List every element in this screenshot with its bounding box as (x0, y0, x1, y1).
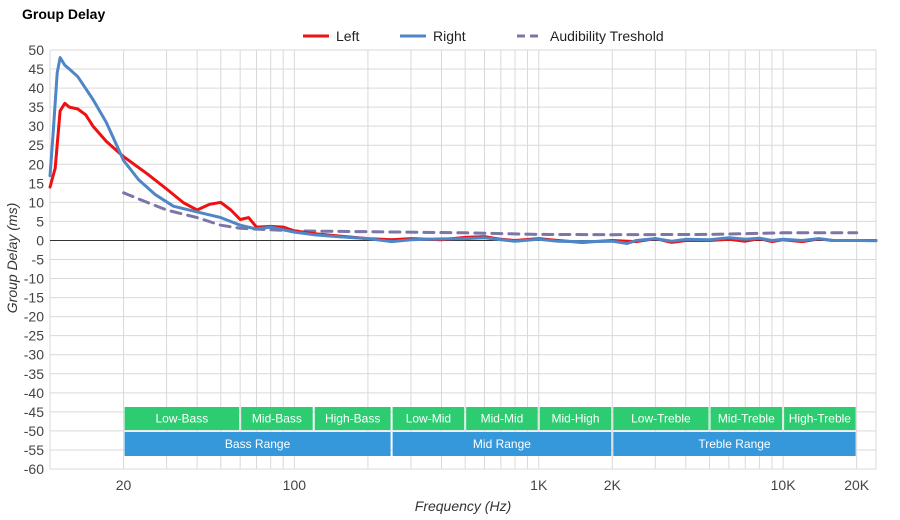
y-tick-label: 45 (28, 61, 44, 77)
chart-title: Group Delay (22, 6, 105, 22)
upper-band (539, 407, 612, 430)
x-tick-label: 1K (530, 477, 548, 493)
y-tick-label: -60 (24, 461, 44, 477)
legend-label: Right (433, 28, 466, 44)
upper-band-label: High-Bass (325, 412, 380, 426)
upper-band (124, 407, 240, 430)
y-tick-label: -10 (24, 271, 44, 287)
x-tick-labels: 20 100 1K 2K 10K 20K (116, 477, 870, 493)
lower-band-label: Treble Range (698, 437, 771, 451)
frequency-bands: Low-Bass Mid-Bass High-Bass Low-Mid Mid-Mid M… (124, 407, 856, 456)
upper-band-label: Mid-Mid (481, 412, 524, 426)
y-tick-label: -40 (24, 385, 44, 401)
upper-band-label: Low-Bass (156, 412, 209, 426)
upper-band-label: Mid-High (551, 412, 599, 426)
series-layer (48, 56, 878, 245)
y-tick-label: 40 (28, 80, 44, 96)
y-tick-label: -5 (32, 252, 45, 268)
upper-band (241, 407, 313, 430)
x-tick-label: 10K (771, 477, 797, 493)
y-axis-label: Group Delay (ms) (4, 203, 20, 313)
upper-band (784, 407, 856, 430)
upper-band (392, 407, 465, 430)
upper-band (613, 407, 709, 430)
legend-label: Left (336, 28, 359, 44)
y-tick-label: 30 (28, 118, 44, 134)
series-line-right (48, 56, 878, 245)
upper-band (314, 407, 391, 430)
y-tick-label: -35 (24, 366, 44, 382)
y-tick-label: -50 (24, 423, 44, 439)
y-tick-label: 0 (36, 232, 44, 248)
y-tick-label: -30 (24, 347, 44, 363)
lower-band-label: Mid Range (473, 437, 531, 451)
y-tick-label: 50 (28, 42, 44, 58)
lower-band (613, 432, 856, 456)
y-tick-label: -25 (24, 328, 44, 344)
y-tick-label: -20 (24, 309, 44, 325)
y-tick-label: 25 (28, 137, 44, 153)
y-tick-label: 10 (28, 194, 44, 210)
x-tick-label: 20K (844, 477, 870, 493)
x-tick-label: 2K (604, 477, 622, 493)
y-tick-label: -15 (24, 290, 44, 306)
legend: Left Right Audibility Treshold (303, 28, 664, 44)
y-tick-label: -45 (24, 404, 44, 420)
upper-band-label: Mid-Treble (718, 412, 775, 426)
upper-band-label: High-Treble (789, 412, 852, 426)
y-tick-label: 15 (28, 175, 44, 191)
y-tick-labels: 50454035302520151050-5-10-15-20-25-30-35… (24, 42, 44, 477)
y-tick-label: 5 (36, 213, 44, 229)
upper-band-label: Mid-Bass (252, 412, 302, 426)
upper-band-label: Low-Treble (631, 412, 691, 426)
lower-band (124, 432, 391, 456)
x-axis-label: Frequency (Hz) (415, 498, 511, 514)
upper-band (710, 407, 783, 430)
x-tick-label: 20 (116, 477, 132, 493)
upper-band-label: Low-Mid (406, 412, 451, 426)
y-tick-label: 20 (28, 156, 44, 172)
grid (49, 49, 877, 470)
lower-band (392, 432, 612, 456)
lower-band-label: Bass Range (225, 437, 291, 451)
upper-band (466, 407, 538, 430)
y-tick-label: 35 (28, 99, 44, 115)
y-tick-label: -55 (24, 442, 44, 458)
x-tick-label: 100 (283, 477, 307, 493)
legend-label: Audibility Treshold (550, 28, 664, 44)
